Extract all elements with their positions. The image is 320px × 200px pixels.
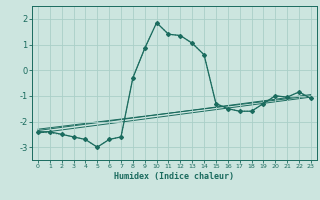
X-axis label: Humidex (Indice chaleur): Humidex (Indice chaleur): [115, 172, 234, 181]
